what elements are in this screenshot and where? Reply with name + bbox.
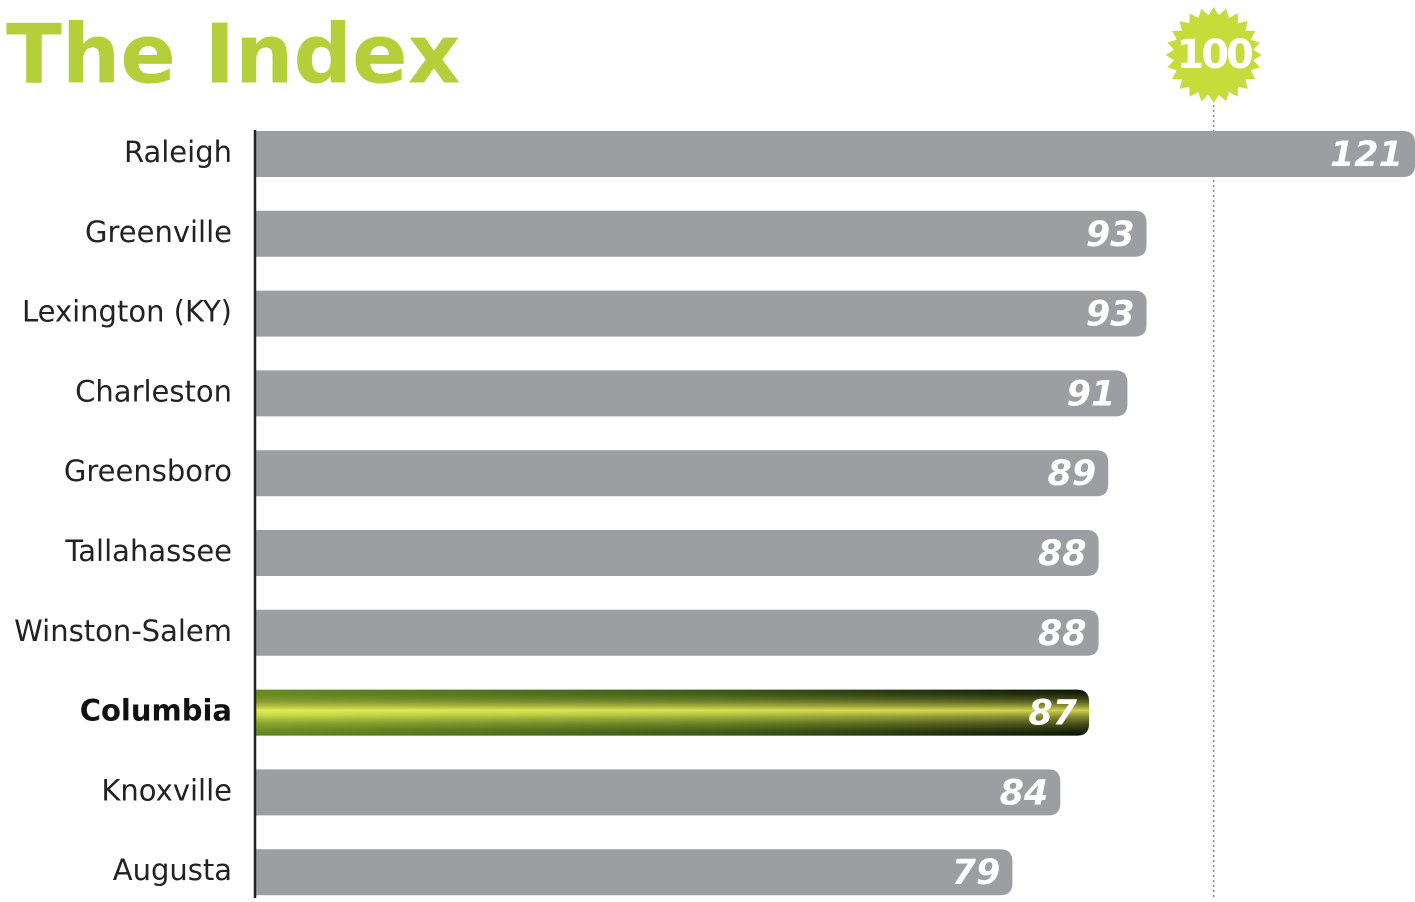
- bar-highlight-sheen: [255, 689, 1090, 736]
- bar: [255, 370, 1128, 417]
- bar: [255, 609, 1099, 656]
- bar: [255, 290, 1147, 337]
- reference-label: 100: [1176, 32, 1252, 78]
- category-label: Lexington (KY): [22, 295, 232, 329]
- category-label: Greenville: [85, 215, 232, 249]
- value-label: 88: [1038, 614, 1087, 654]
- value-label: 93: [1086, 215, 1135, 255]
- category-label: Tallahassee: [64, 534, 232, 568]
- reference-badge: [1165, 7, 1262, 103]
- category-label: Winston-Salem: [14, 614, 232, 648]
- category-label: Augusta: [113, 853, 232, 887]
- chart-title: The Index: [6, 7, 461, 102]
- bar: [255, 210, 1147, 257]
- category-label: Greensboro: [64, 454, 232, 488]
- value-label: 87: [1028, 694, 1077, 734]
- bar: [255, 530, 1099, 576]
- bar: [255, 769, 1061, 816]
- value-label: 121: [1330, 135, 1403, 175]
- category-label: Columbia: [80, 694, 232, 728]
- value-label: 89: [1048, 454, 1097, 494]
- value-label: 79: [952, 853, 1001, 893]
- value-label: 84: [1000, 773, 1049, 813]
- value-label: 91: [1067, 374, 1116, 414]
- value-label: 88: [1038, 534, 1087, 574]
- bar: [255, 450, 1109, 497]
- bar: [255, 849, 1013, 896]
- category-label: Charleston: [75, 374, 232, 408]
- category-label: Raleigh: [124, 135, 232, 169]
- value-label: 93: [1086, 295, 1135, 335]
- category-label: Knoxville: [101, 773, 232, 807]
- bar: [255, 131, 1415, 177]
